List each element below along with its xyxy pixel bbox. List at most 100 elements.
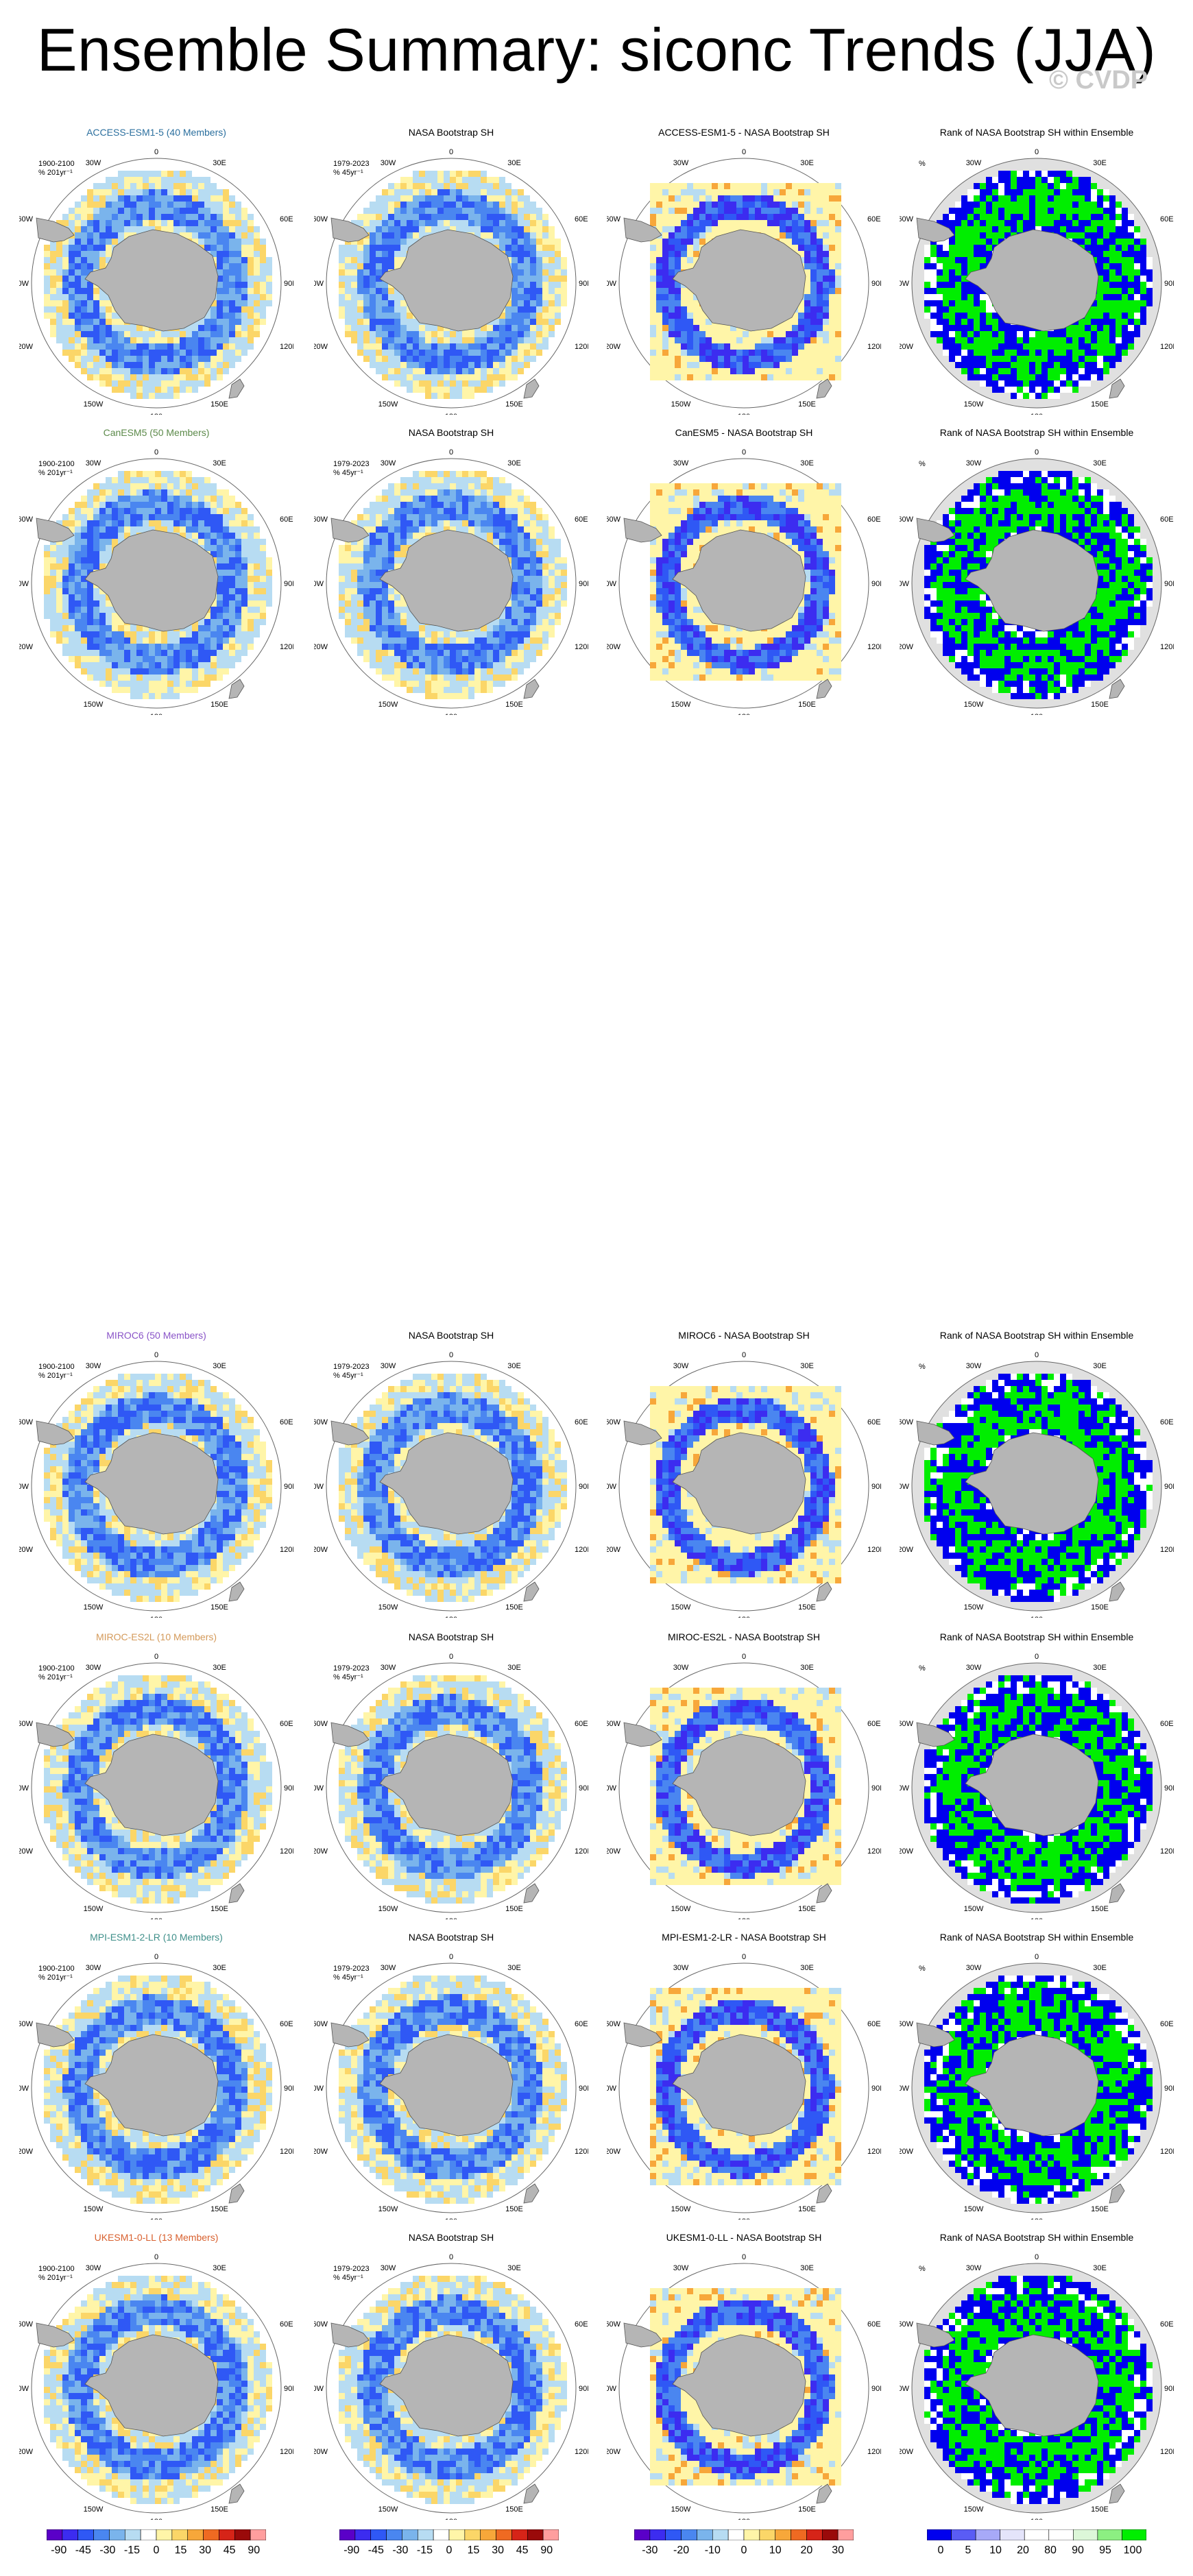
grid-cell (198, 533, 204, 539)
grid-cell (699, 202, 706, 208)
grid-cell (130, 325, 136, 331)
grid-cell (481, 483, 487, 489)
grid-cell (81, 269, 87, 276)
grid-cell (1078, 374, 1085, 380)
grid-cell (761, 220, 767, 226)
grid-cell (106, 675, 112, 681)
grid-cell (499, 325, 505, 331)
grid-cell (835, 300, 841, 306)
grid-cell (955, 288, 961, 294)
grid-cell (235, 350, 241, 356)
grid-cell (394, 288, 400, 294)
grid-cell (235, 294, 241, 300)
grid-cell (62, 263, 69, 269)
grid-cell (229, 570, 235, 576)
grid-cell (192, 687, 198, 693)
grid-cell (505, 226, 511, 232)
grid-cell (1140, 319, 1146, 325)
grid-cell (780, 356, 786, 362)
grid-cell (248, 343, 254, 350)
grid-cell (967, 306, 974, 313)
grid-cell (823, 374, 829, 380)
grid-cell (1097, 214, 1103, 220)
grid-cell (699, 356, 706, 362)
grid-cell (687, 306, 693, 313)
grid-cell (949, 350, 955, 356)
grid-cell (518, 294, 524, 300)
grid-cell (192, 374, 198, 380)
grid-cell (468, 177, 474, 183)
grid-cell (1085, 319, 1091, 325)
grid-cell (1054, 195, 1060, 202)
grid-cell (112, 539, 118, 545)
grid-cell (656, 350, 662, 356)
grid-cell (786, 202, 792, 208)
grid-cell (829, 189, 835, 195)
grid-cell (407, 477, 413, 483)
grid-cell (99, 263, 106, 269)
grid-cell (656, 288, 662, 294)
grid-cell (718, 356, 724, 362)
grid-cell (112, 343, 118, 350)
grid-cell (241, 625, 248, 631)
grid-cell (549, 269, 555, 276)
grid-cell (1116, 220, 1122, 226)
grid-cell (1085, 202, 1091, 208)
grid-cell (394, 226, 400, 232)
grid-cell (167, 693, 173, 699)
grid-cell (93, 502, 99, 508)
grid-cell (81, 202, 87, 208)
grid-cell (724, 343, 730, 350)
grid-cell (798, 306, 804, 313)
grid-cell (198, 625, 204, 631)
grid-cell (974, 220, 980, 226)
grid-cell (792, 350, 798, 356)
grid-cell (143, 331, 149, 337)
grid-cell (425, 202, 431, 208)
grid-cell (161, 631, 167, 637)
grid-cell (75, 263, 81, 269)
grid-cell (229, 514, 235, 520)
grid-cell (425, 471, 431, 477)
grid-cell (75, 294, 81, 300)
grid-cell (229, 325, 235, 331)
grid-cell (223, 662, 229, 668)
grid-cell (450, 380, 456, 387)
grid-cell (1103, 269, 1109, 276)
grid-cell (248, 557, 254, 563)
grid-cell (400, 325, 407, 331)
grid-cell (118, 319, 124, 325)
grid-cell (106, 545, 112, 551)
grid-cell (87, 263, 93, 269)
grid-cell (400, 319, 407, 325)
grid-cell (662, 337, 668, 343)
grid-cell (167, 681, 173, 687)
grid-cell (229, 607, 235, 613)
grid-cell (413, 325, 419, 331)
grid-cell (1054, 350, 1060, 356)
grid-cell (986, 306, 992, 313)
grid-cell (217, 631, 223, 637)
grid-cell (1004, 337, 1011, 343)
grid-cell (149, 483, 155, 489)
grid-cell (143, 356, 149, 362)
grid-cell (136, 183, 143, 189)
grid-cell (87, 533, 93, 539)
grid-cell (217, 325, 223, 331)
grid-cell (370, 313, 376, 319)
grid-cell (241, 294, 248, 300)
grid-cell (363, 356, 370, 362)
grid-cell (967, 325, 974, 331)
grid-cell (481, 226, 487, 232)
grid-cell (437, 189, 444, 195)
grid-cell (235, 576, 241, 582)
grid-cell (93, 557, 99, 563)
grid-cell (254, 625, 260, 631)
grid-cell (829, 226, 835, 232)
grid-cell (75, 576, 81, 582)
grid-cell (662, 368, 668, 374)
grid-cell (118, 656, 124, 662)
grid-cell (967, 232, 974, 239)
grid-cell (804, 214, 810, 220)
grid-cell (235, 570, 241, 576)
